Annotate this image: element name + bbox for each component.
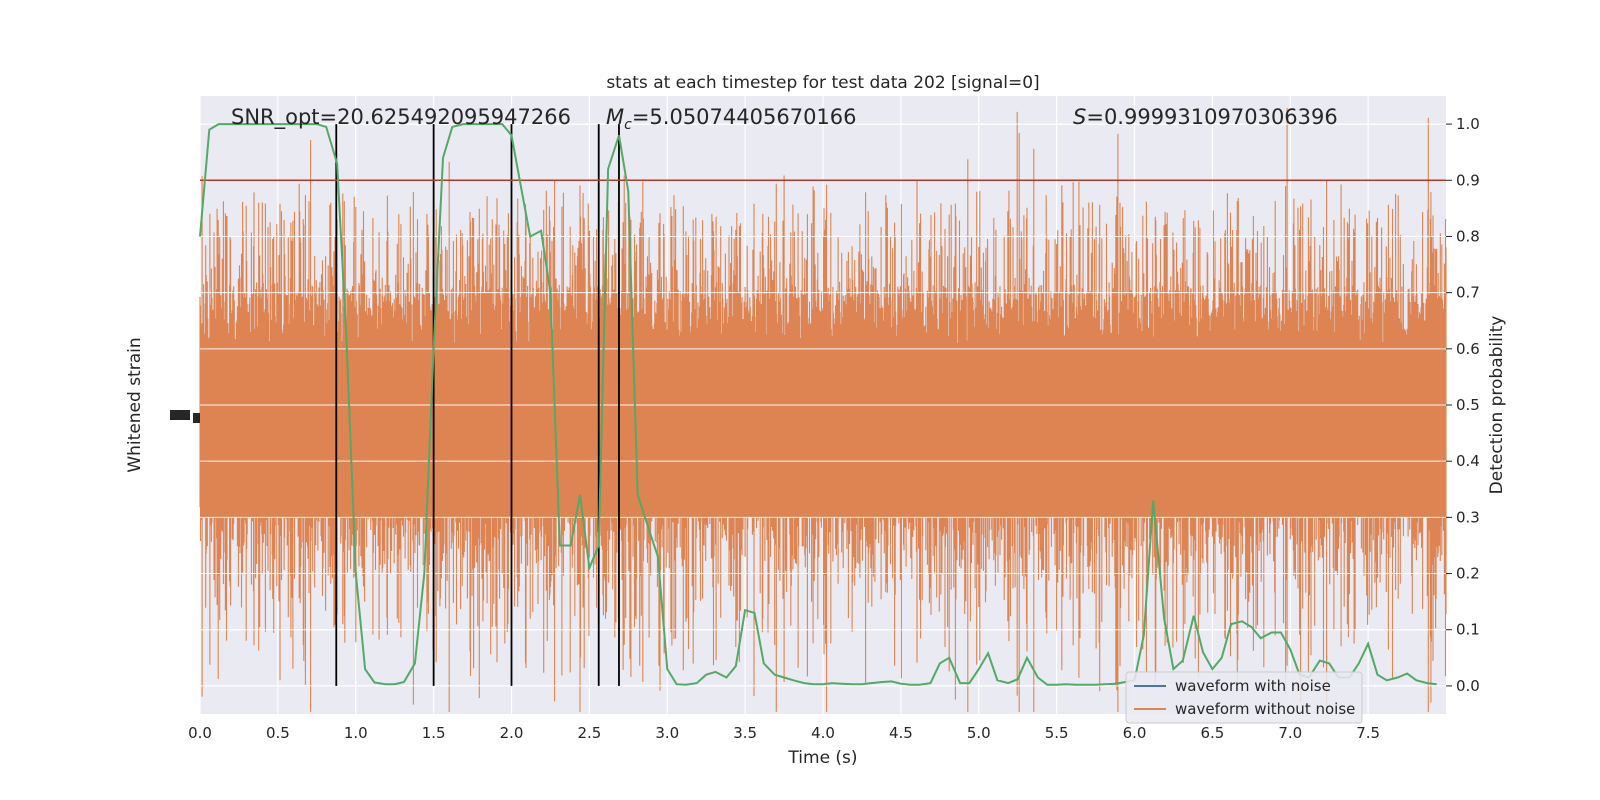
x-tick-label: 5.5: [1045, 724, 1069, 742]
right-y-axis-label: Detection probability: [1487, 316, 1507, 495]
left-y-axis-label: Whitened strain: [125, 337, 145, 472]
x-tick-label: 6.0: [1123, 724, 1147, 742]
y-tick-label: 0.7: [1456, 284, 1480, 302]
legend-label-clean: waveform without noise: [1175, 700, 1355, 718]
x-tick-label: 6.5: [1200, 724, 1224, 742]
probability-series: [199, 123, 1437, 686]
x-tick-label: 1.0: [344, 724, 368, 742]
x-tick-label: 3.0: [655, 724, 679, 742]
chart-title: stats at each timestep for test data 202…: [606, 73, 1039, 93]
x-tick-label: 7.5: [1356, 724, 1380, 742]
x-tick-label: 3.5: [733, 724, 757, 742]
x-axis-label: Time (s): [787, 748, 857, 768]
legend-box: [1125, 671, 1363, 724]
x-tick-label: 2.5: [577, 724, 601, 742]
snr-annotation: SNR_opt=20.625492095947266: [231, 105, 571, 130]
chirp-mass-annotation: Mc=5.05074405670166: [606, 105, 857, 133]
x-tick-label: 4.5: [889, 724, 913, 742]
legend-label-noisy: waveform with noise: [1175, 677, 1331, 695]
legend: waveform with noise waveform without noi…: [1125, 671, 1363, 724]
x-tick-label: 5.0: [967, 724, 991, 742]
y-tick-label: 0.9: [1456, 171, 1480, 189]
y-tick-label: 0.0: [1456, 677, 1480, 695]
strain-core: [200, 343, 1446, 518]
x-tick-label: 2.0: [500, 724, 524, 742]
left-axis-overlapping-ticks: [170, 410, 200, 423]
strain-series: [199, 107, 1447, 712]
y-tick-label: 0.4: [1456, 452, 1480, 470]
y-tick-label: 0.2: [1456, 565, 1480, 583]
y-tick-label: 0.6: [1456, 340, 1480, 358]
y-tick-label: 0.8: [1456, 227, 1480, 245]
x-tick-label: 7.0: [1278, 724, 1302, 742]
x-tick-label: 0.5: [266, 724, 290, 742]
y-tick-label: 0.3: [1456, 508, 1480, 526]
y-tick-label: 1.0: [1456, 115, 1480, 133]
vertical-markers: [335, 124, 620, 686]
axis-ticks: 0.0 0.5 1.0 1.5 2.0 2.5 3.0 3.5 4.0 4.5 5.0 5.5 6.0 6…: [188, 115, 1480, 742]
score-annotation: S=0.9999310970306396: [1073, 105, 1338, 129]
x-tick-label: 0.0: [188, 724, 212, 742]
detection-probability-line: [199, 123, 1437, 686]
y-tick-label: 0.5: [1456, 396, 1480, 414]
x-tick-label: 1.5: [422, 724, 446, 742]
x-tick-label: 4.0: [811, 724, 835, 742]
y-tick-label: 0.1: [1456, 621, 1480, 639]
